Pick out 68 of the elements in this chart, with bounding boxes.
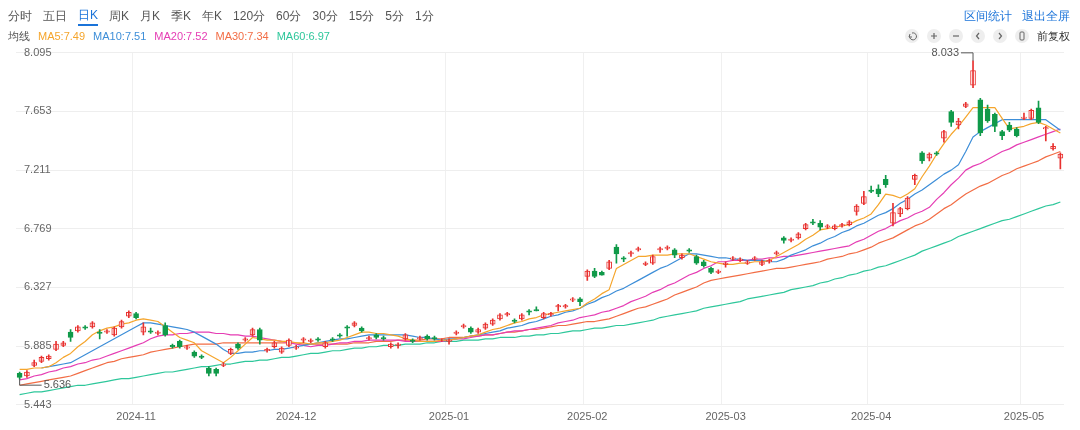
y-tick-label: 6.327 <box>24 280 52 293</box>
text: 日K <box>78 6 99 26</box>
candlestick <box>96 329 103 340</box>
candlestick <box>1021 112 1027 120</box>
text: 分时 <box>8 7 32 25</box>
x-tick-label: 2024-12 <box>276 410 317 423</box>
text: MA10:7.51 <box>93 30 147 42</box>
candlestick <box>548 311 554 317</box>
candlestick <box>810 218 816 225</box>
x-tick-label: 2024-11 <box>116 410 156 423</box>
candlestick <box>730 256 736 261</box>
candlestick <box>555 303 562 312</box>
y-tick-label: 5.885 <box>24 339 52 352</box>
x-tick-label: 2025-05 <box>1003 410 1045 423</box>
text: 区间统计 <box>964 7 1012 25</box>
legend-title: 均线 <box>8 28 30 44</box>
candlestick <box>242 337 249 342</box>
x-tick-label: 2025-01 <box>428 410 470 423</box>
candlestick <box>155 330 161 336</box>
candlestick <box>504 311 511 317</box>
candlestick <box>446 338 452 345</box>
text: 退出全屏 <box>1022 7 1070 25</box>
x-tick-label: 2025-04 <box>850 410 892 423</box>
y-tick-label: 6.769 <box>24 221 52 234</box>
x-tick-label: 2025-03 <box>705 410 746 423</box>
candlestick <box>104 329 110 334</box>
text: 15分 <box>348 7 375 25</box>
candlestick <box>751 256 758 261</box>
candlestick <box>184 345 190 350</box>
text: 月K <box>140 7 161 25</box>
annotation: 8.033 <box>931 45 960 58</box>
text: 前复权 <box>1037 28 1070 44</box>
candlestick <box>344 325 350 337</box>
text: 120分 <box>233 7 266 25</box>
text: MA20:7.52 <box>154 30 208 42</box>
text: MA5:7.49 <box>38 30 86 42</box>
candlestick <box>315 337 321 342</box>
candlestick <box>82 325 88 330</box>
text: 30分 <box>312 7 338 25</box>
text: 季K <box>171 7 192 25</box>
candlestick <box>453 330 460 336</box>
text: MA30:7.34 <box>215 30 269 42</box>
candlestick <box>569 297 576 302</box>
x-tick-label: 2025-02 <box>567 410 608 423</box>
candlestick <box>293 345 300 350</box>
y-tick-label: 8.095 <box>24 45 52 58</box>
candlestick <box>1042 125 1049 142</box>
text: 5分 <box>385 7 404 25</box>
candlestick <box>395 342 401 349</box>
candlestick <box>307 338 314 344</box>
text: 1分 <box>414 7 434 25</box>
candlestick <box>620 256 627 263</box>
text: 年K <box>202 7 223 25</box>
y-tick-label: 7.653 <box>24 104 52 117</box>
text: 周K <box>109 7 130 25</box>
y-tick-label: 7.211 <box>24 163 51 176</box>
text: 60分 <box>276 7 302 25</box>
candlestick <box>715 269 722 275</box>
candlestick <box>526 309 532 316</box>
candlestick <box>686 248 693 253</box>
candlestick <box>839 222 845 228</box>
candlestick <box>868 185 874 194</box>
candlestick <box>337 333 343 338</box>
text: MA60:6.97 <box>276 30 330 42</box>
candlestick <box>737 257 743 263</box>
y-tick-label: 5.443 <box>24 397 52 410</box>
text: 五日 <box>43 7 67 25</box>
annotation: 5.636 <box>43 378 72 391</box>
